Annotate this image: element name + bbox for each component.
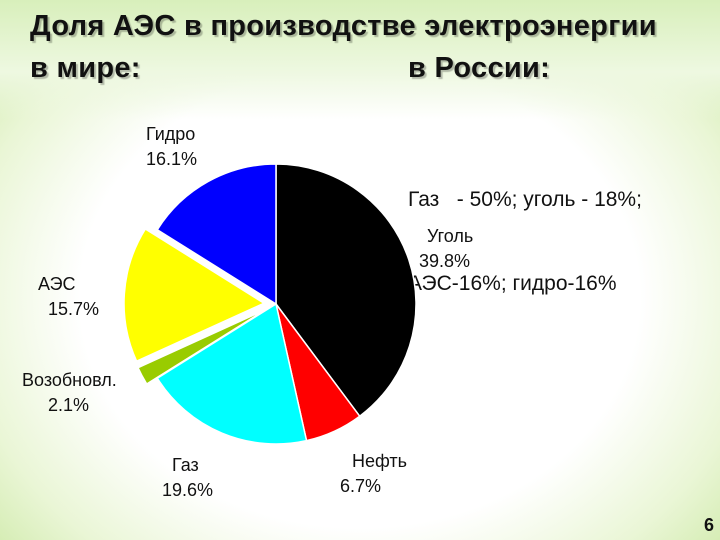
russia-shares: Газ - 50%; уголь - 18%; АЭС-16%; гидро-1… xyxy=(408,130,642,326)
pie-slice-2 xyxy=(156,302,308,445)
title-russia: в России: xyxy=(408,52,551,84)
slide-header-band xyxy=(0,0,720,120)
slide-title: Доля АЭС в производстве электроэнергии xyxy=(30,10,657,42)
label-renewables-value: 2.1% xyxy=(48,395,90,415)
pie-slice-3 xyxy=(137,308,266,385)
russia-shares-line2: АЭС-16%; гидро-16% xyxy=(408,272,617,295)
label-coal: Уголь 39.8% xyxy=(419,224,473,274)
label-oil-value: 6.7% xyxy=(340,476,382,496)
label-hydro: Гидро 16.1% xyxy=(146,122,197,172)
label-oil-name: Нефть xyxy=(352,451,408,471)
label-coal-name: Уголь xyxy=(427,226,474,246)
label-nuclear-name: АЭС xyxy=(38,274,76,294)
label-nuclear-value: 15.7% xyxy=(48,299,100,319)
label-nuclear: АЭС 15.7% xyxy=(38,272,99,322)
page-number: 6 xyxy=(703,515,714,535)
pie-slice-5 xyxy=(156,163,277,306)
label-renewables: Возобновл. 2.1% xyxy=(22,368,117,418)
label-hydro-value: 16.1% xyxy=(146,149,198,169)
pie-slice-0 xyxy=(275,163,417,418)
label-gas-name: Газ xyxy=(172,455,199,475)
russia-shares-line1: Газ - 50%; уголь - 18%; xyxy=(408,188,642,211)
label-hydro-name: Гидро xyxy=(146,124,196,144)
label-oil: Нефть 6.7% xyxy=(340,449,407,499)
label-coal-value: 39.8% xyxy=(419,251,471,271)
label-renewables-name: Возобновл. xyxy=(22,370,117,390)
pie-slice-4 xyxy=(123,227,266,363)
label-gas-value: 19.6% xyxy=(162,480,214,500)
label-gas: Газ 19.6% xyxy=(162,453,213,503)
title-world: в мире: xyxy=(30,52,141,84)
